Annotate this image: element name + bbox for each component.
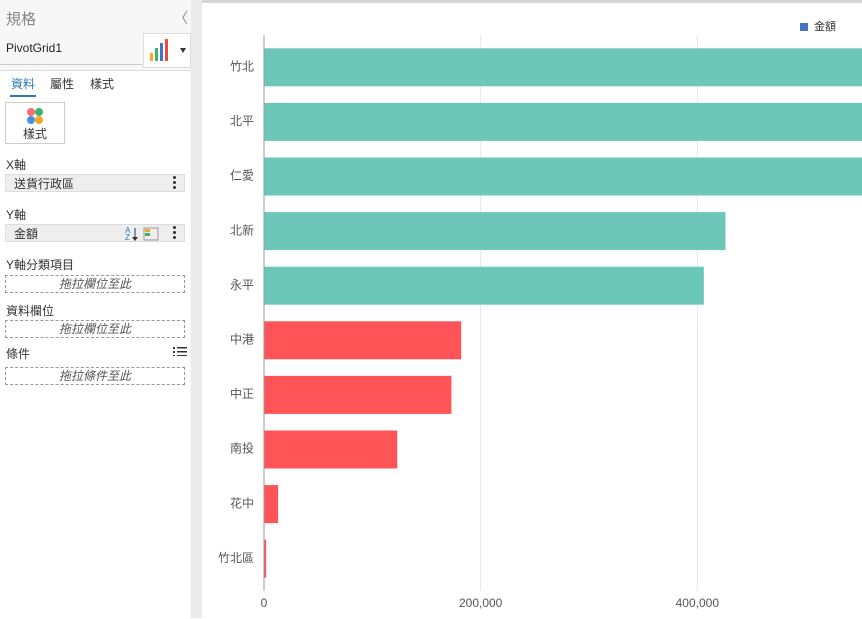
menu-icon[interactable] bbox=[173, 226, 176, 241]
tab-body bbox=[0, 70, 190, 619]
chart-type-icon bbox=[150, 39, 186, 61]
style-button-label: 樣式 bbox=[22, 127, 47, 141]
sort-icons[interactable]: AZ bbox=[124, 226, 166, 242]
svg-text:Z: Z bbox=[125, 233, 130, 242]
y-tick-label: 仁愛 bbox=[230, 169, 254, 183]
style-icon bbox=[27, 108, 43, 124]
y-tick-label: 北新 bbox=[230, 222, 254, 237]
y-tick-label: 竹北區 bbox=[218, 551, 254, 565]
field-name: 送貨行政區 bbox=[14, 177, 75, 191]
y-tick-label: 北平 bbox=[230, 114, 254, 128]
bar bbox=[264, 430, 398, 469]
bar bbox=[264, 539, 267, 578]
y-tick-label: 花中 bbox=[230, 495, 254, 510]
drop-zone[interactable]: 拖拉欄位至此 bbox=[5, 320, 185, 338]
y-tick-label: 竹北 bbox=[230, 59, 254, 73]
x-tick-label: 400,000 bbox=[676, 596, 720, 610]
legend-label: 金額 bbox=[814, 19, 836, 33]
top-border bbox=[202, 0, 862, 3]
drop-zone[interactable]: 拖拉條件至此 bbox=[5, 367, 185, 385]
y-tick-label: 中港 bbox=[230, 331, 254, 346]
tab[interactable]: 資料 bbox=[10, 75, 37, 97]
y-tick-label: 南投 bbox=[230, 441, 254, 456]
y-tick-label: 中正 bbox=[230, 386, 254, 401]
field-name: 金額 bbox=[14, 227, 39, 241]
tab[interactable]: 樣式 bbox=[90, 77, 115, 91]
panel-title: 規格 bbox=[6, 11, 37, 28]
bar bbox=[264, 485, 279, 524]
menu-icon[interactable] bbox=[173, 176, 176, 191]
x-tick-label: 0 bbox=[261, 596, 268, 610]
bar bbox=[264, 48, 862, 87]
tab[interactable]: 屬性 bbox=[50, 77, 75, 91]
bar bbox=[264, 157, 862, 196]
style-button[interactable]: 樣式 bbox=[5, 102, 65, 144]
legend-swatch bbox=[800, 23, 808, 31]
splitter bbox=[191, 0, 202, 618]
bar bbox=[264, 321, 462, 360]
y-tick-label: 永平 bbox=[230, 278, 254, 292]
svg-text:A: A bbox=[125, 226, 131, 235]
pivot-name: PivotGrid1 bbox=[6, 41, 63, 55]
bar bbox=[264, 266, 704, 305]
name-box bbox=[0, 34, 142, 65]
x-tick-label: 200,000 bbox=[459, 596, 503, 610]
condition-label: 條件 bbox=[6, 347, 31, 361]
chart-type-button[interactable] bbox=[143, 33, 191, 68]
x-axis-field[interactable]: 送貨行政區 bbox=[5, 174, 185, 192]
x-axis-label: X軸 bbox=[6, 158, 27, 172]
y-category-label: Y軸分類項目 bbox=[6, 258, 75, 272]
bar bbox=[264, 102, 862, 141]
y-axis-label: Y軸 bbox=[6, 208, 27, 222]
bar bbox=[264, 212, 726, 251]
bar bbox=[264, 375, 452, 414]
drop-zone[interactable]: 拖拉欄位至此 bbox=[5, 275, 185, 293]
side-panel: 規格 〈 PivotGrid1 資料 屬性 樣式 樣式 X軸 送貨行政區 Y軸 … bbox=[0, 0, 191, 619]
data-field-label: 資料欄位 bbox=[6, 304, 55, 318]
collapse-button[interactable]: 〈 bbox=[174, 10, 188, 26]
list-icon[interactable] bbox=[173, 346, 187, 356]
